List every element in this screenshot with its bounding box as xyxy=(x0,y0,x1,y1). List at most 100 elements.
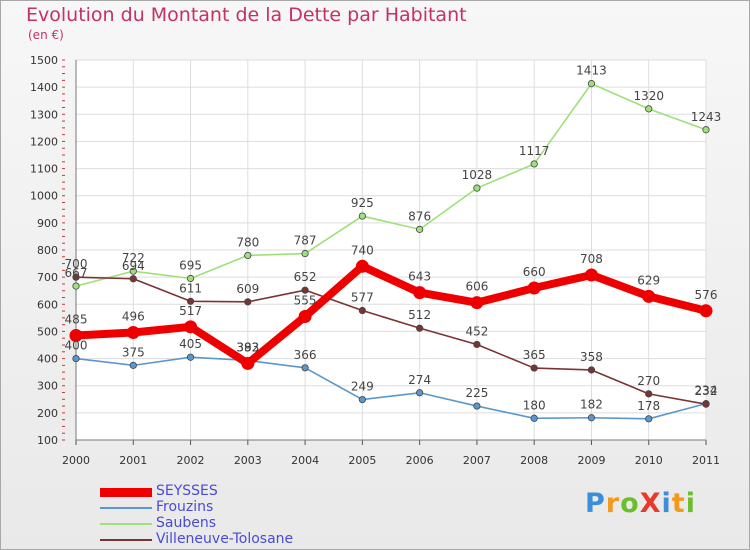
series-line-seysses xyxy=(75,262,707,368)
data-label-villeneuve-tolosane: 652 xyxy=(294,270,317,284)
data-point-frouzins xyxy=(358,395,366,404)
data-label-frouzins: 393 xyxy=(236,340,259,354)
legend-label-frouzins: Frouzins xyxy=(156,499,214,515)
series-line-saubens xyxy=(75,82,707,287)
data-label-seysses: 496 xyxy=(122,310,145,324)
data-point-saubens xyxy=(473,184,481,192)
data-point-saubens xyxy=(301,249,309,258)
data-label-seysses: 660 xyxy=(523,265,546,279)
data-point-seysses xyxy=(584,268,598,282)
data-point-saubens xyxy=(358,212,366,220)
data-label-seysses: 629 xyxy=(637,273,660,287)
y-tick-label: 1400 xyxy=(30,81,58,94)
y-tick-label: 600 xyxy=(37,298,58,311)
legend-swatch-villeneuve-tolosane xyxy=(100,539,152,541)
x-tick-label: 2008 xyxy=(520,454,548,467)
data-label-frouzins: 274 xyxy=(408,373,431,387)
proxiti-logo: ProXiti xyxy=(585,488,696,519)
data-point-frouzins xyxy=(473,402,481,410)
x-tick-label: 2010 xyxy=(635,454,663,467)
data-point-saubens xyxy=(587,80,596,88)
data-point-seysses xyxy=(184,320,198,334)
x-tick-label: 2001 xyxy=(119,454,147,467)
data-point-villeneuve-tolosane xyxy=(416,324,424,332)
data-label-frouzins: 225 xyxy=(465,386,488,400)
data-point-frouzins xyxy=(186,353,195,361)
data-label-villeneuve-tolosane: 512 xyxy=(408,308,431,322)
data-label-saubens: 1320 xyxy=(633,89,664,103)
data-label-villeneuve-tolosane: 700 xyxy=(65,257,88,271)
data-point-saubens xyxy=(72,282,80,290)
legend-label-villeneuve-tolosane: Villeneuve-Tolosane xyxy=(156,531,294,547)
data-label-seysses: 643 xyxy=(408,270,431,284)
data-point-seysses xyxy=(642,289,656,303)
data-point-saubens xyxy=(645,105,653,113)
data-label-saubens: 1243 xyxy=(691,110,722,124)
data-label-villeneuve-tolosane: 270 xyxy=(637,374,660,388)
data-point-frouzins xyxy=(72,354,80,363)
data-point-saubens xyxy=(129,267,137,275)
data-point-seysses xyxy=(355,259,369,273)
data-point-frouzins xyxy=(301,364,309,372)
data-point-seysses xyxy=(126,326,140,340)
data-point-villeneuve-tolosane xyxy=(72,273,80,281)
data-label-frouzins: 249 xyxy=(351,380,374,394)
data-point-saubens xyxy=(530,160,538,168)
data-point-frouzins xyxy=(530,414,538,422)
data-point-villeneuve-tolosane xyxy=(645,390,653,398)
y-tick-label: 100 xyxy=(37,434,58,447)
data-point-saubens xyxy=(702,126,710,134)
data-label-seysses: 576 xyxy=(695,288,718,302)
y-tick-label: 1200 xyxy=(30,135,58,148)
data-label-frouzins: 405 xyxy=(179,337,202,351)
data-label-seysses: 606 xyxy=(465,280,488,294)
data-label-frouzins: 375 xyxy=(122,345,145,359)
data-label-saubens: 925 xyxy=(351,196,374,210)
data-label-frouzins: 178 xyxy=(637,399,660,413)
data-label-saubens: 1413 xyxy=(576,64,607,78)
data-point-villeneuve-tolosane xyxy=(301,286,309,294)
data-point-seysses xyxy=(69,329,83,342)
legend-swatch-seysses xyxy=(100,488,152,497)
series-villeneuve-tolosane xyxy=(72,273,710,408)
data-point-villeneuve-tolosane xyxy=(244,298,252,306)
data-point-villeneuve-tolosane xyxy=(587,366,596,374)
data-label-saubens: 1028 xyxy=(462,168,493,182)
legend-label-saubens: Saubens xyxy=(156,515,217,531)
y-tick-label: 500 xyxy=(37,325,58,338)
data-point-seysses xyxy=(699,304,713,318)
x-tick-label: 2004 xyxy=(291,454,319,467)
x-tick-label: 2005 xyxy=(348,454,376,467)
data-label-villeneuve-tolosane: 232 xyxy=(695,384,718,398)
series-saubens xyxy=(72,80,710,290)
data-point-villeneuve-tolosane xyxy=(358,306,366,315)
data-point-villeneuve-tolosane xyxy=(530,364,538,372)
data-label-villeneuve-tolosane: 611 xyxy=(179,281,202,295)
data-point-frouzins xyxy=(129,361,137,369)
data-label-frouzins: 400 xyxy=(65,339,88,353)
data-label-villeneuve-tolosane: 452 xyxy=(465,324,488,338)
data-label-seysses: 708 xyxy=(580,252,603,266)
y-tick-label: 300 xyxy=(37,380,58,393)
y-tick-label: 800 xyxy=(37,244,58,257)
x-tick-label: 2003 xyxy=(234,454,262,467)
y-tick-label: 700 xyxy=(37,271,58,284)
data-label-saubens: 876 xyxy=(408,209,431,223)
data-label-seysses: 555 xyxy=(294,294,317,308)
data-label-villeneuve-tolosane: 358 xyxy=(580,350,603,364)
data-point-villeneuve-tolosane xyxy=(129,275,137,283)
data-label-seysses: 740 xyxy=(351,243,374,257)
data-label-seysses: 485 xyxy=(65,313,88,327)
y-tick-label: 200 xyxy=(37,407,58,420)
x-tick-label: 2007 xyxy=(463,454,491,467)
data-point-frouzins xyxy=(587,414,596,422)
y-tick-label: 900 xyxy=(37,217,58,230)
y-tick-label: 1500 xyxy=(30,54,58,67)
series-line-villeneuve-tolosane xyxy=(75,276,707,405)
data-label-villeneuve-tolosane: 365 xyxy=(523,348,546,362)
data-label-saubens: 667 xyxy=(65,266,88,280)
data-point-saubens xyxy=(416,225,424,233)
legend-label-seysses: SEYSSES xyxy=(156,483,218,499)
data-point-seysses xyxy=(527,281,541,295)
data-label-frouzins: 180 xyxy=(523,398,546,412)
